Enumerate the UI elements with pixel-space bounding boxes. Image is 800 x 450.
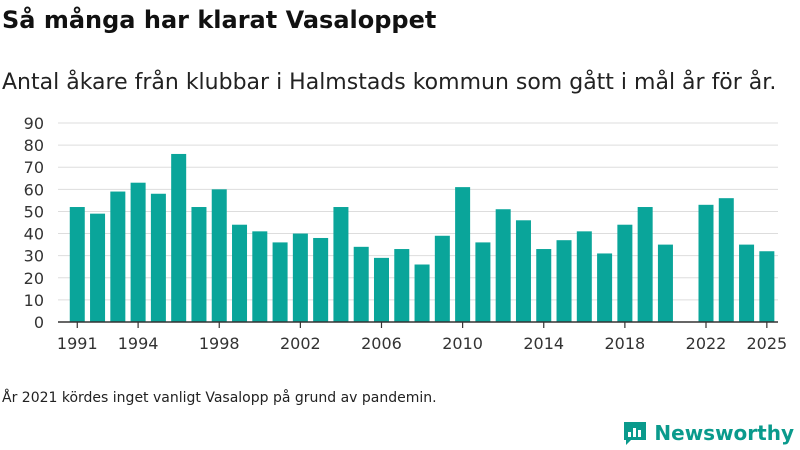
bar: 1992: 49 [90, 213, 106, 322]
x-tick-label: 2014 [523, 334, 564, 353]
y-tick-label: 0 [34, 313, 44, 332]
y-tick-label: 90 [24, 114, 44, 133]
y-tick-label: 50 [24, 202, 44, 221]
bar-chart: 0 10 20 30 40 50 60 70 80 90 1991: 52 1992: 491993:… [24, 114, 788, 353]
x-tick-label: 2025 [746, 334, 787, 353]
bar: 2003: 38 [313, 237, 329, 322]
y-tick-label: 60 [24, 180, 44, 199]
bar: 2023: 56 [718, 198, 734, 322]
bar: 1999: 44 [232, 224, 248, 322]
x-tick-label: 1994 [118, 334, 159, 353]
bar: 2010: 61 [455, 187, 471, 322]
bar: 2022: 53 [698, 204, 714, 322]
bar: 2005: 34 [353, 246, 369, 322]
bar: 2000: 41 [252, 231, 268, 322]
chart-footnote: År 2021 kördes inget vanligt Vasalopp på… [2, 390, 437, 406]
bar: 1991: 52 [69, 207, 85, 322]
bar: 2018: 44 [617, 224, 633, 322]
y-tick-label: 80 [24, 136, 44, 155]
bar: 2011: 36 [475, 242, 491, 322]
bar: 2019: 52 [637, 207, 653, 322]
chart-title: Så många har klarat Vasaloppet [2, 6, 437, 34]
y-tick-label: 40 [24, 225, 44, 244]
bar: 2008: 26 [414, 264, 430, 322]
bar: 1994: 63 [130, 182, 146, 322]
bar: 1995: 58 [150, 193, 166, 322]
bar: 2015: 37 [556, 240, 572, 322]
bar: 2020: 35 [657, 244, 673, 322]
bar: 2001: 36 [272, 242, 288, 322]
y-tick-label: 20 [24, 269, 44, 288]
bar: 2024: 35 [739, 244, 755, 322]
bar: 2004: 52 [333, 207, 349, 322]
x-tick-label: 2010 [442, 334, 483, 353]
x-tick-label: 1998 [199, 334, 240, 353]
bar: 2016: 41 [576, 231, 592, 322]
x-tick-label: 1991 [57, 334, 98, 353]
chart-subtitle: Antal åkare från klubbar i Halmstads kom… [2, 70, 777, 95]
x-tick-label: 2018 [605, 334, 646, 353]
x-tick-label: 2002 [280, 334, 321, 353]
bar: 1996: 76 [171, 153, 187, 322]
newsworthy-logo-icon [624, 422, 647, 445]
bar: 2009: 39 [434, 235, 450, 322]
bar: 2014: 33 [536, 249, 552, 322]
y-tick-label: 70 [24, 158, 44, 177]
brand-name: Newsworthy [654, 421, 794, 445]
bar: 2017: 31 [597, 253, 613, 322]
y-tick-label: 10 [24, 291, 44, 310]
bar: 1993: 59 [110, 191, 126, 322]
bar: 1997: 52 [191, 207, 207, 322]
bar: 2006: 29 [373, 257, 389, 322]
bar: 2012: 51 [495, 209, 511, 322]
bar: 2013: 46 [515, 220, 531, 322]
x-tick-label: 2006 [361, 334, 402, 353]
bar: 1998: 60 [211, 189, 227, 322]
bar: 2002: 40 [292, 233, 308, 322]
x-tick-label: 2022 [686, 334, 727, 353]
brand-logo: Newsworthy [622, 420, 794, 446]
bar: 2025: 32 [759, 251, 775, 322]
y-tick-label: 30 [24, 247, 44, 266]
bar: 2007: 33 [394, 249, 410, 322]
